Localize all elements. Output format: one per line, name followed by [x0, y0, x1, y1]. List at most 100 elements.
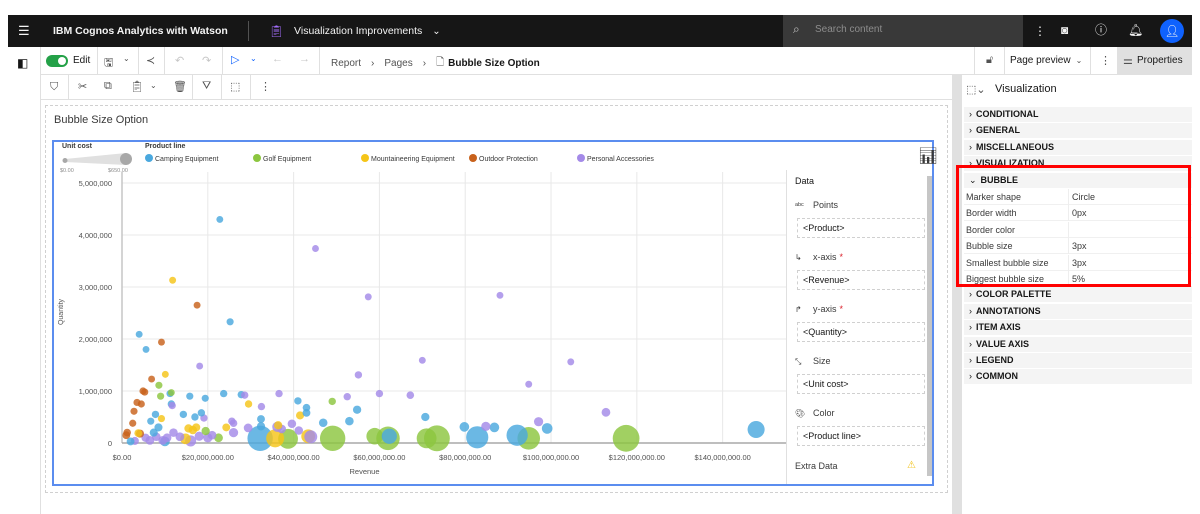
bubble[interactable] [157, 414, 166, 423]
bubble[interactable] [149, 428, 158, 437]
copy-icon[interactable]: ⧉ [104, 80, 112, 92]
bubble[interactable] [352, 405, 362, 414]
drop-zone[interactable]: <Product> [797, 218, 925, 238]
select-container-icon[interactable]: ⬚ [230, 81, 241, 93]
bubble[interactable] [134, 429, 143, 438]
bubble[interactable] [481, 421, 491, 431]
search-input[interactable]: ⌕ Search content [783, 15, 1023, 47]
property-section[interactable]: › MISCELLANEOUS [964, 139, 1192, 155]
share-icon[interactable]: ≺ [146, 55, 156, 67]
notification-bell-icon[interactable]: 🔔︎ [1128, 23, 1144, 37]
hamburger-menu-icon[interactable]: ☰ [18, 23, 30, 38]
bubble[interactable] [169, 428, 178, 437]
bubble[interactable] [256, 422, 266, 431]
property-section[interactable]: ⌄ BUBBLE [964, 172, 1192, 188]
bubble[interactable] [294, 426, 304, 435]
bubble[interactable] [406, 391, 415, 399]
bubble[interactable] [161, 370, 169, 378]
scrollbar[interactable] [927, 176, 932, 476]
property-value[interactable]: 3px [1068, 238, 1087, 255]
chevron-down-icon[interactable]: ⌄ [123, 54, 130, 63]
properties-button[interactable]: ⚌ Properties [1117, 47, 1192, 75]
lock-icon[interactable]: 🔓︎ [986, 54, 994, 66]
bubble[interactable] [151, 410, 160, 419]
bubble[interactable] [197, 409, 206, 417]
drop-zone[interactable]: <Revenue> [797, 270, 925, 290]
page-title[interactable]: Bubble Size Option [54, 114, 149, 126]
property-section[interactable]: › COLOR PALETTE [964, 287, 1192, 303]
visualization-frame[interactable]: Unit cost $0.00 $650.00 Product line Cam… [52, 140, 938, 486]
bubble[interactable] [257, 402, 266, 411]
format-painter-icon[interactable]: ⛉ [50, 81, 59, 93]
bubble[interactable] [421, 412, 430, 422]
bubble[interactable] [345, 416, 354, 426]
property-value[interactable]: Circle [1068, 189, 1095, 205]
bubble[interactable] [541, 423, 553, 434]
bubble[interactable] [216, 215, 224, 223]
bubble[interactable] [319, 425, 346, 452]
property-value[interactable]: 0px [1068, 205, 1087, 222]
legend-item[interactable]: Personal Accessories [577, 154, 675, 163]
bubble[interactable] [147, 417, 155, 425]
panel-toggle-icon[interactable]: ◧ [17, 56, 29, 70]
legend-item[interactable]: Golf Equipment [253, 154, 351, 163]
bubble-chart[interactable]: $0.00 $20,000,000.00 $40,000,000.00 $60,000… [54, 172, 787, 486]
bubble[interactable] [226, 318, 234, 326]
select-container-icon[interactable]: ⬚⌄ [966, 84, 986, 96]
bubble[interactable] [142, 345, 150, 353]
bubble[interactable] [129, 419, 137, 427]
property-value[interactable]: 5% [1068, 271, 1085, 287]
overflow-menu-icon[interactable]: ⋮ [260, 81, 271, 93]
bubble[interactable] [366, 427, 384, 445]
legend-item[interactable]: Outdoor Protection [469, 154, 567, 163]
property-section[interactable]: › CONDITIONAL [964, 107, 1192, 122]
bubble[interactable] [275, 389, 283, 398]
back-arrow-icon[interactable]: ← [272, 53, 283, 65]
panel-resize-handle[interactable] [952, 75, 958, 514]
bubble[interactable] [135, 330, 143, 338]
bubble[interactable] [148, 375, 156, 383]
property-row[interactable]: Border width 0px [964, 205, 1192, 222]
bubble[interactable] [243, 423, 253, 433]
bubble[interactable] [175, 432, 185, 442]
property-row[interactable]: Border color [964, 221, 1192, 238]
bubble[interactable] [155, 381, 163, 389]
bubble[interactable] [328, 397, 336, 406]
chevron-down-icon[interactable]: ⌄ [250, 54, 257, 63]
bubble[interactable] [194, 431, 204, 441]
bubble[interactable] [496, 291, 504, 299]
chevron-down-icon[interactable]: ⌄ [432, 25, 441, 37]
bubble[interactable] [525, 380, 533, 388]
bubble[interactable] [207, 430, 217, 440]
bubble[interactable] [192, 423, 201, 432]
bubble[interactable] [169, 276, 177, 284]
bubble[interactable] [312, 245, 319, 252]
bubble[interactable] [157, 392, 165, 400]
page-preview-dropdown[interactable]: Page preview ⌄ [1010, 55, 1082, 66]
bubble[interactable] [162, 433, 172, 443]
bubble[interactable] [126, 437, 135, 446]
bubble[interactable] [244, 400, 253, 408]
save-icon[interactable]: 🖫 [104, 57, 114, 69]
bubble[interactable] [489, 422, 500, 433]
bubble[interactable] [294, 397, 302, 405]
edit-toggle[interactable] [46, 55, 68, 67]
bubble[interactable] [274, 421, 283, 430]
breadcrumb-report[interactable]: Report [331, 58, 362, 69]
bubble[interactable] [196, 362, 204, 370]
bubble[interactable] [201, 394, 209, 402]
bubble[interactable] [506, 424, 528, 446]
bubble[interactable] [228, 417, 236, 425]
filter-icon[interactable]: ⛛ [202, 80, 212, 92]
property-row[interactable]: Marker shape Circle [964, 189, 1192, 205]
bubble[interactable] [612, 424, 640, 452]
bubble[interactable] [287, 419, 297, 429]
bubble[interactable] [123, 428, 131, 437]
bubble[interactable] [141, 433, 150, 442]
bubble[interactable] [601, 407, 611, 417]
bubble[interactable] [416, 428, 437, 449]
drop-zone[interactable]: <Unit cost> [797, 374, 925, 394]
bubble[interactable] [343, 393, 351, 401]
bubble[interactable] [375, 389, 384, 398]
bubble[interactable] [302, 403, 311, 412]
